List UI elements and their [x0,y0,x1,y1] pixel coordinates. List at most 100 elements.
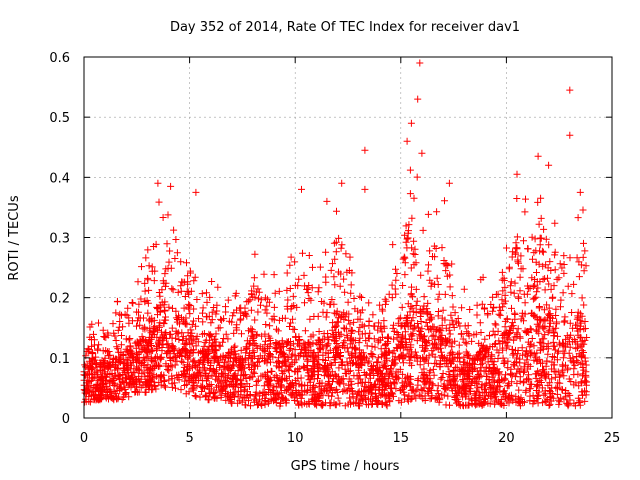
data-point [525,329,533,336]
data-point [420,346,428,354]
data-point [93,368,101,376]
y-tick-label: 0.4 [49,171,70,186]
data-point [437,334,445,342]
data-point [544,381,552,389]
data-point [149,358,157,366]
data-point [193,296,201,303]
data-point [539,317,547,325]
data-point [157,355,165,363]
data-point [354,307,362,315]
data-point [163,240,171,248]
data-point [576,188,584,196]
data-point [198,290,206,298]
data-point [305,295,313,302]
data-point [346,394,354,402]
data-point [486,400,494,408]
data-point [530,342,538,350]
data-point [232,380,239,388]
data-point [376,301,384,309]
data-point [436,361,444,369]
data-point [559,289,567,297]
data-point [417,328,424,335]
data-point [517,265,525,273]
data-point [488,351,496,359]
data-point [517,315,525,323]
chart-title: Day 352 of 2014, Rate Of TEC Index for r… [170,20,520,35]
data-point [525,385,533,393]
data-point [374,359,382,367]
data-point [179,337,187,344]
x-tick-label: 20 [498,431,515,446]
data-point [222,396,230,404]
data-point [455,341,463,349]
data-point [90,330,97,338]
data-point [342,250,350,258]
data-point [504,342,512,350]
data-point [501,291,509,299]
data-point [559,354,567,362]
data-point [261,330,269,338]
data-point [438,374,446,381]
data-point [445,357,453,364]
data-point [508,304,515,312]
data-point [394,319,402,327]
data-point [243,337,251,345]
data-point [325,336,333,344]
data-point [433,274,441,282]
data-point [361,383,369,391]
data-point [494,327,502,335]
data-point [174,350,182,358]
data-point [405,379,413,387]
data-point [445,326,453,334]
data-point [273,359,281,367]
data-point [266,322,274,330]
data-point [545,304,553,312]
data-point [397,336,405,344]
data-point [146,375,154,383]
data-point [388,389,396,397]
data-point [491,340,499,348]
data-point [414,95,422,103]
data-point [460,285,468,293]
data-point [514,256,522,264]
data-point [205,343,213,351]
data-point [377,323,385,331]
data-point [546,400,554,408]
data-point [382,297,390,305]
data-point [582,262,590,270]
data-point [492,321,500,329]
data-point [404,311,411,319]
data-point [425,352,433,360]
data-point [168,383,176,391]
data-point [485,364,493,372]
data-point [187,287,195,295]
data-point [405,221,413,229]
data-point [356,292,364,300]
data-point [259,392,266,400]
data-point [192,188,200,196]
data-point [494,355,502,362]
data-point [562,361,569,369]
data-point [88,320,96,328]
data-point [333,307,341,315]
data-point [435,333,443,341]
data-point [207,331,215,339]
data-point [137,361,145,369]
data-point [112,390,120,398]
x-tick-labels: 0 5 10 15 20 25 [80,431,620,446]
data-point [513,195,521,202]
data-point [261,397,269,404]
data-point [127,375,135,383]
data-point [521,350,529,358]
data-point [510,360,518,368]
data-point [286,285,294,292]
data-point [539,275,547,283]
data-point [375,367,383,375]
data-point [365,317,373,325]
data-point [554,368,562,376]
data-point [566,254,574,262]
data-point [224,296,232,304]
data-point [431,353,439,361]
data-point [234,387,242,395]
data-point [125,336,133,344]
